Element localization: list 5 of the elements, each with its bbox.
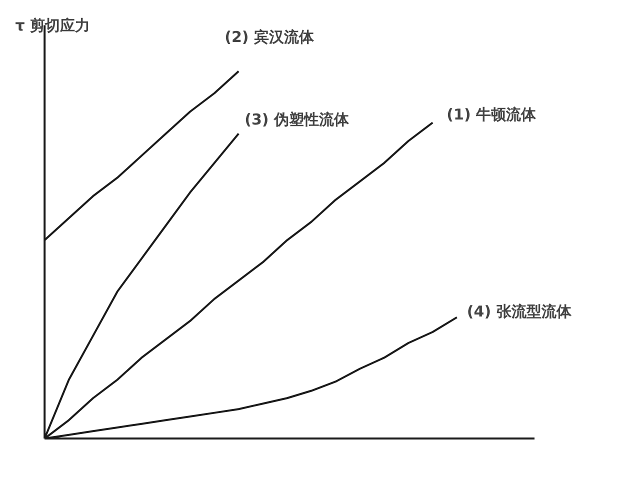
annotation: (4) 张流型流体	[466, 302, 572, 320]
text: (2) 宾汉流体	[224, 28, 315, 46]
annotation: (3) 伪塑性流体	[244, 110, 350, 129]
annotation: (1) 牛顿流体	[446, 106, 538, 124]
y-axis-title: τ 剪切应力	[15, 16, 90, 34]
